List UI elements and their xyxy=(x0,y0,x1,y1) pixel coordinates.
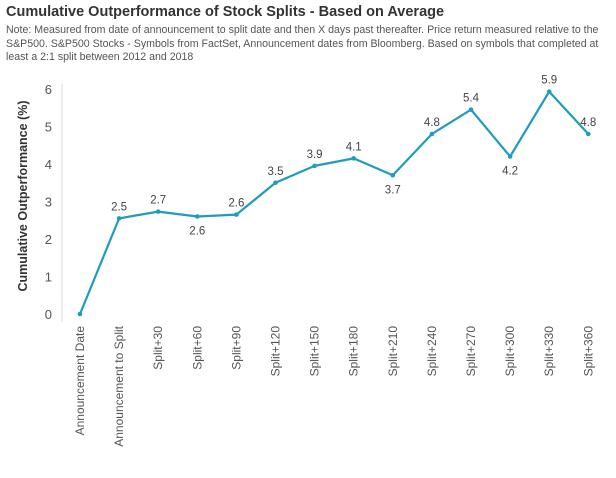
data-point xyxy=(234,212,239,217)
x-tick-label: Split+120 xyxy=(269,326,283,377)
x-tick-label: Announcement Date xyxy=(73,326,87,436)
y-tick-label: 5 xyxy=(45,120,52,135)
x-tick-label: Split+270 xyxy=(464,326,478,377)
data-label: 2.6 xyxy=(189,226,205,238)
x-tick-label: Split+210 xyxy=(386,326,400,377)
y-tick-label: 0 xyxy=(45,307,52,322)
data-label: 2.5 xyxy=(111,201,127,213)
chart-title: Cumulative Outperformance of Stock Split… xyxy=(6,4,445,20)
x-tick-label: Split+360 xyxy=(581,326,595,377)
x-axis-ticks: Announcement Date Announcement to Split Sp… xyxy=(73,325,595,446)
y-axis-ticks: 0 1 2 3 4 5 6 xyxy=(45,82,52,322)
chart-note: Note: Measured from date of announcement… xyxy=(6,24,599,63)
y-tick-label: 4 xyxy=(45,157,52,172)
data-label: 4.1 xyxy=(346,141,362,153)
data-point xyxy=(155,209,161,214)
data-point xyxy=(546,89,552,94)
x-tick-label: Split+240 xyxy=(425,326,439,377)
data-point xyxy=(312,163,317,169)
data-point xyxy=(507,154,513,159)
data-label: 2.6 xyxy=(228,198,244,210)
x-tick-label: Split+180 xyxy=(347,326,361,377)
x-tick-label: Split+300 xyxy=(503,326,517,377)
y-axis-label: Cumulative Outperformance (%) xyxy=(16,100,30,291)
x-tick-label: Split+60 xyxy=(190,326,204,370)
data-point xyxy=(116,216,122,221)
data-label: 5.4 xyxy=(463,93,480,105)
data-point xyxy=(429,131,435,137)
data-point xyxy=(390,172,396,178)
data-label: 2.7 xyxy=(150,195,166,207)
y-tick-label: 3 xyxy=(45,195,52,210)
data-label: 4.2 xyxy=(502,166,518,178)
x-tick-label: Split+150 xyxy=(308,326,322,377)
data-label: 4.8 xyxy=(580,117,596,129)
x-tick-label: Split+90 xyxy=(229,326,243,370)
data-label: 3.9 xyxy=(307,149,323,161)
data-label: 3.7 xyxy=(385,184,401,196)
series-line xyxy=(78,90,590,316)
data-point xyxy=(468,107,474,112)
y-tick-label: 1 xyxy=(45,270,52,285)
data-point xyxy=(586,131,591,137)
data-point xyxy=(273,180,278,186)
data-point xyxy=(195,214,200,219)
data-label: 5.9 xyxy=(541,75,557,87)
x-tick-label: Split+30 xyxy=(151,326,165,370)
y-tick-label: 6 xyxy=(45,82,52,97)
y-tick-label: 2 xyxy=(45,232,52,247)
data-label: 4.8 xyxy=(424,117,440,129)
data-point xyxy=(77,311,83,317)
x-tick-label: Announcement to Split xyxy=(112,325,126,446)
series-group: 2.5 2.7 2.6 2.6 3.5 3.9 4.1 3.7 4.8 5.4 4.2 5.9 4.8 xyxy=(77,75,596,317)
data-label: 3.5 xyxy=(268,166,284,178)
x-tick-label: Split+330 xyxy=(542,326,556,377)
data-point xyxy=(351,156,357,161)
